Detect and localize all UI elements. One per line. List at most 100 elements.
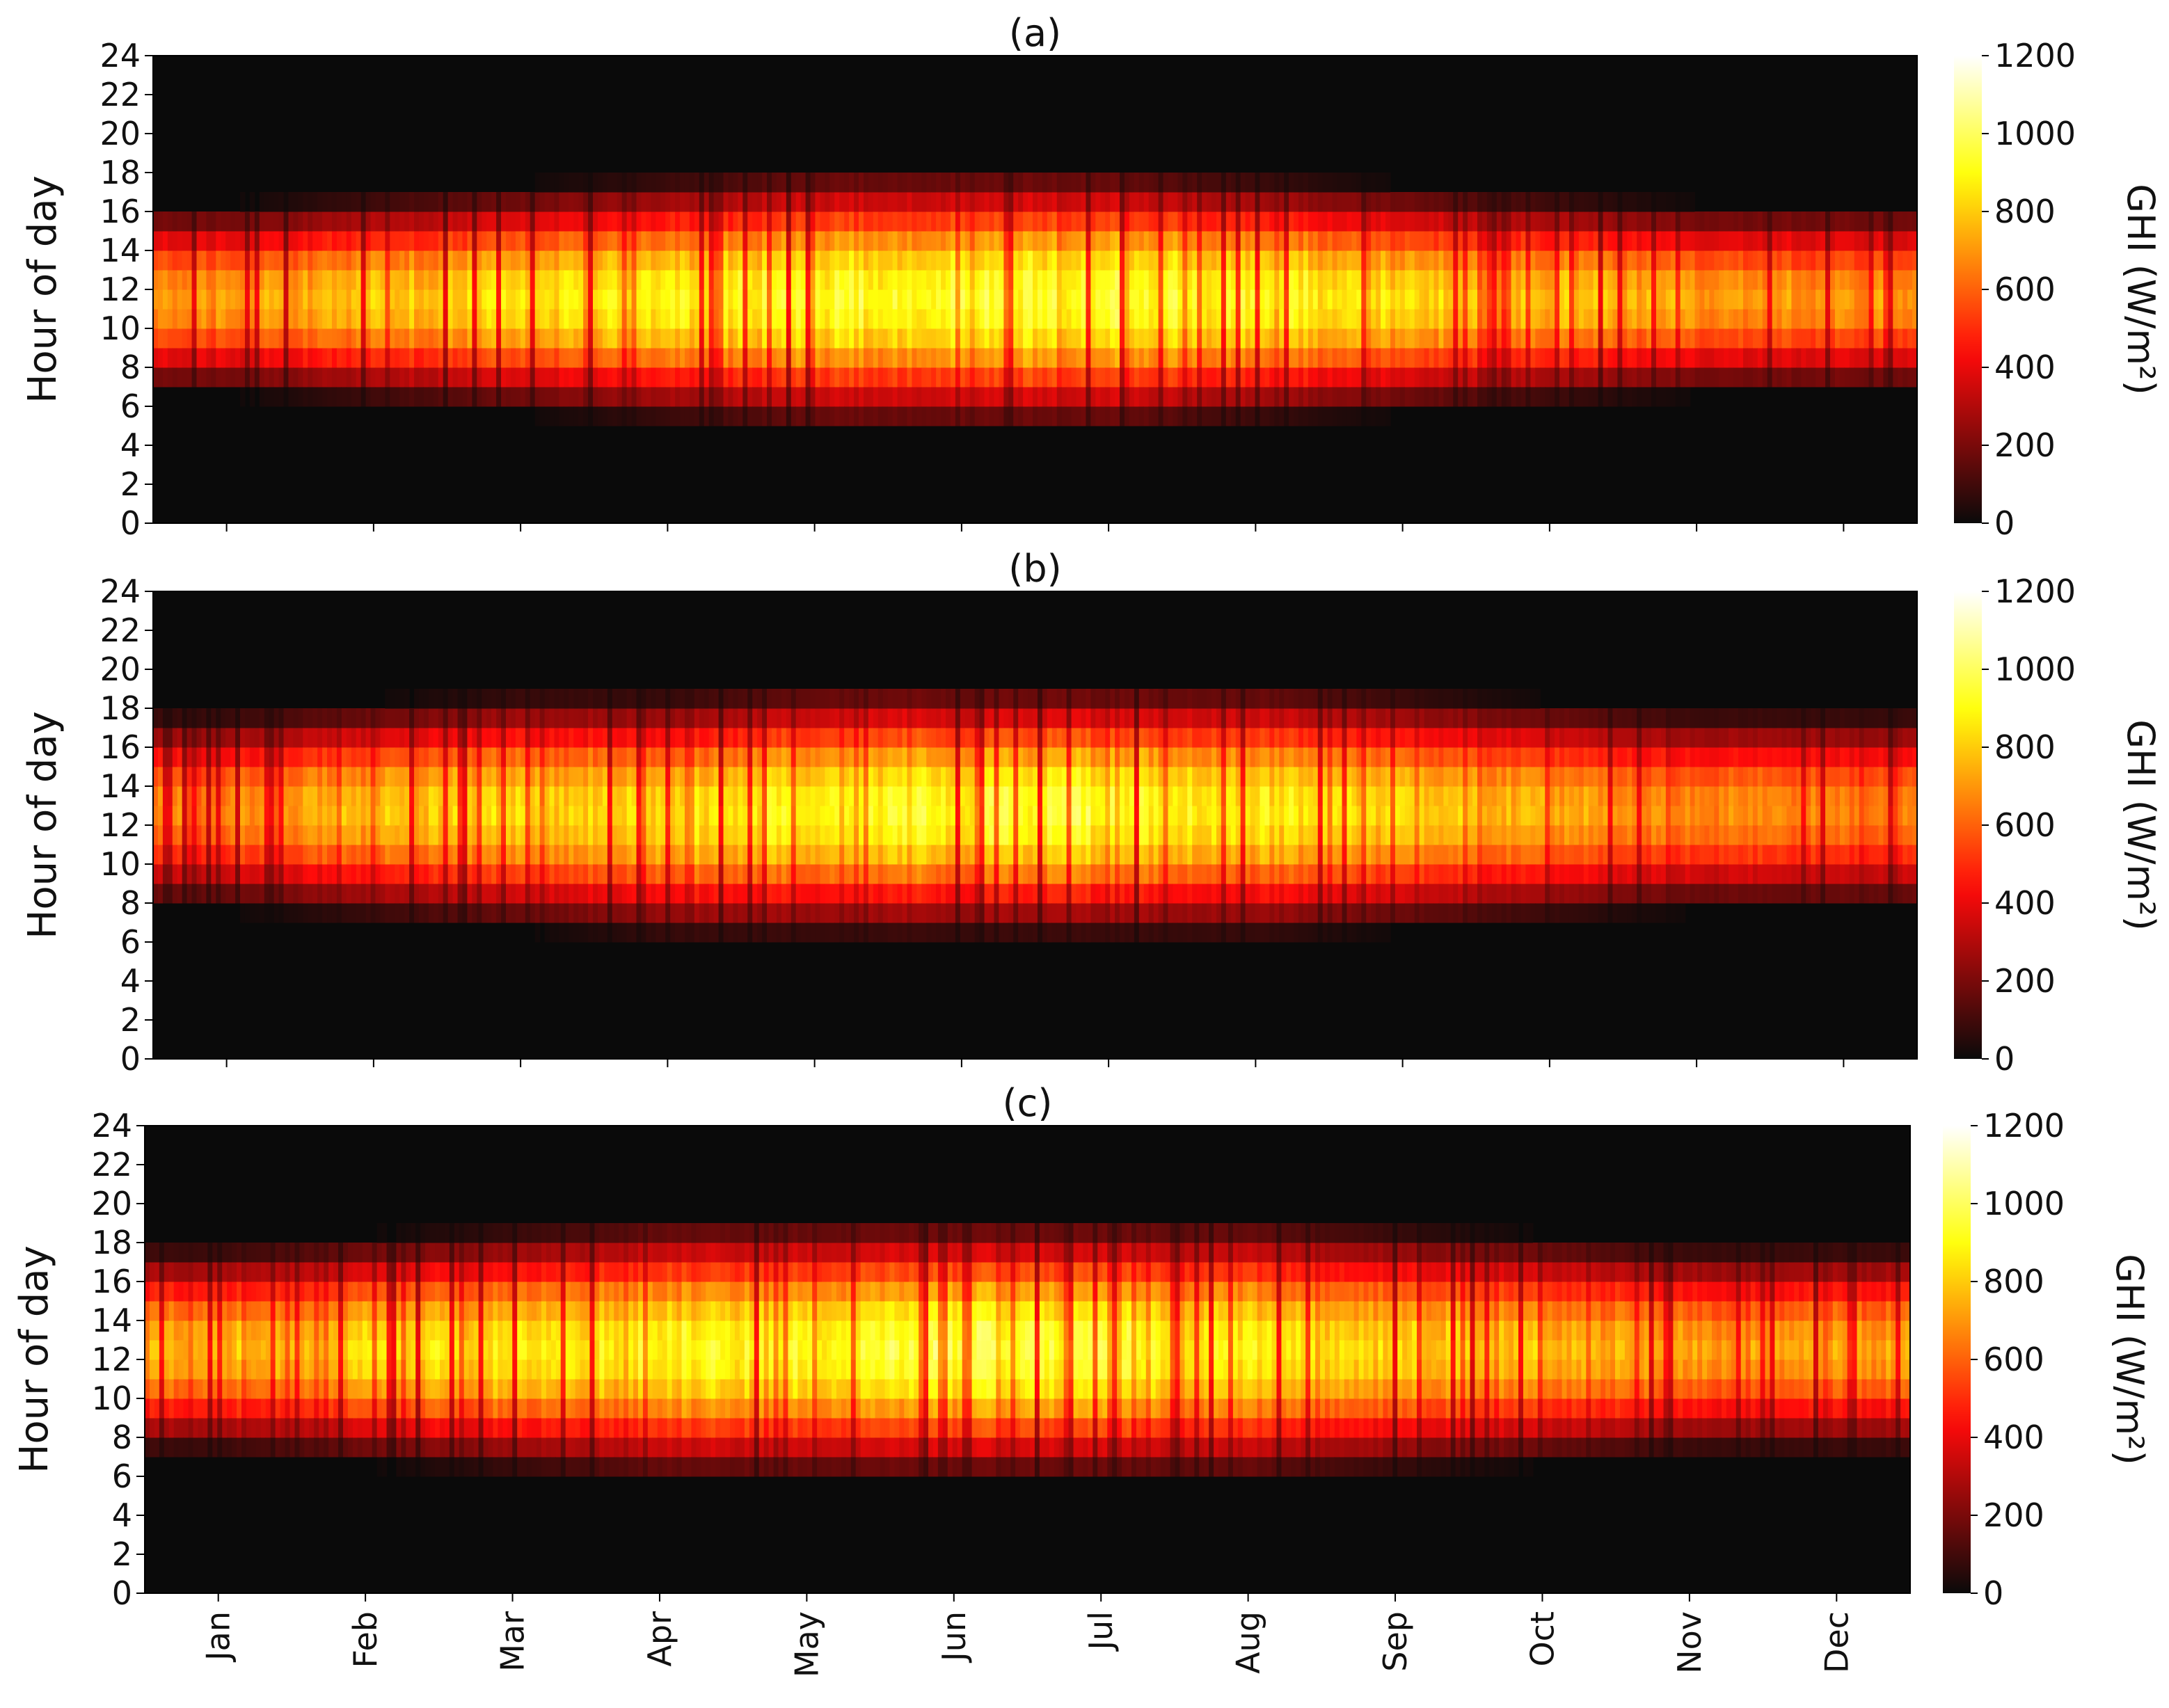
heatmap-cell: [1095, 406, 1101, 426]
heatmap-cell: [1216, 270, 1222, 290]
heatmap-cell: [810, 211, 816, 232]
heatmap-cell: [172, 211, 178, 232]
heatmap-cell: [1907, 250, 1913, 271]
heatmap-cell: [423, 367, 429, 388]
heatmap-cell: [767, 173, 772, 193]
heatmap-cell: [1105, 289, 1111, 310]
heatmap-cell: [854, 250, 859, 271]
heatmap-cell: [177, 367, 183, 388]
heatmap-cell: [1424, 328, 1430, 349]
heatmap-cell: [752, 270, 758, 290]
heatmap-cell: [559, 367, 564, 388]
heatmap-cell: [1477, 250, 1483, 271]
heatmap-cell: [380, 728, 386, 748]
heatmap-cell: [1207, 250, 1212, 271]
heatmap-cell: [718, 211, 724, 232]
heatmap-cell: [399, 845, 405, 865]
heatmap-cell: [1617, 387, 1623, 407]
heatmap-cell: [1849, 289, 1855, 310]
heatmap-cell: [1013, 406, 1019, 426]
heatmap-cell: [365, 387, 372, 407]
heatmap-cell: [767, 328, 772, 349]
heatmap-cell: [1008, 289, 1014, 310]
heatmap-cell: [1598, 367, 1604, 388]
heatmap-cell: [264, 747, 270, 767]
heatmap-cell: [1409, 270, 1415, 290]
heatmap-cell: [912, 387, 917, 407]
heatmap-cell: [960, 387, 966, 407]
heatmap-cell: [863, 250, 869, 271]
heatmap-cell: [776, 387, 782, 407]
heatmap-cell: [1028, 289, 1033, 310]
heatmap-cell: [162, 367, 168, 388]
heatmap-cell: [1260, 309, 1265, 329]
heatmap-cell: [395, 289, 400, 310]
heatmap-cell: [1468, 309, 1473, 329]
heatmap-cell: [167, 767, 173, 787]
heatmap-cell: [621, 173, 628, 193]
heatmap-cell: [849, 173, 855, 193]
heatmap-cell: [254, 211, 260, 232]
heatmap-cell: [225, 845, 231, 865]
heatmap-cell: [1346, 211, 1353, 232]
heatmap-cell: [1221, 328, 1227, 349]
heatmap-cell: [1110, 387, 1115, 407]
heatmap-cell: [651, 367, 656, 388]
heatmap-cell: [1704, 289, 1710, 310]
heatmap-cell: [1777, 270, 1783, 290]
heatmap-cell: [1264, 231, 1270, 251]
heatmap-cell: [1390, 309, 1396, 329]
heatmap-cell: [477, 250, 482, 271]
heatmap-cell: [1714, 348, 1719, 368]
heatmap-cell: [752, 250, 758, 271]
heatmap-cell: [249, 387, 255, 407]
heatmap-cell: [1825, 270, 1831, 290]
heatmap-cell: [1395, 270, 1401, 290]
heatmap-cell: [356, 708, 362, 728]
heatmap-cell: [312, 270, 318, 290]
heatmap-cell: [201, 825, 207, 845]
heatmap-cell: [399, 747, 405, 767]
heatmap-cell: [1424, 309, 1430, 329]
heatmap-cell: [569, 387, 574, 407]
heatmap-cell: [201, 289, 207, 310]
heatmap-cell: [776, 173, 782, 193]
heatmap-cell: [1284, 173, 1289, 193]
heatmap-cell: [1496, 328, 1502, 349]
heatmap-cell: [153, 328, 159, 349]
heatmap-cell: [322, 864, 328, 884]
heatmap-cell: [1095, 173, 1101, 193]
heatmap-cell: [225, 786, 231, 806]
heatmap-cell: [1468, 289, 1473, 310]
heatmap-cell: [800, 289, 807, 310]
heatmap-cell: [825, 270, 830, 290]
heatmap-cell: [273, 192, 280, 212]
heatmap-cell: [1207, 173, 1212, 193]
heatmap-cell: [206, 864, 212, 884]
heatmap-cell: [1573, 192, 1580, 212]
heatmap-cell: [704, 211, 710, 232]
heatmap-cell: [1501, 387, 1507, 407]
heatmap-cell: [1148, 231, 1154, 251]
heatmap-cell: [718, 270, 724, 290]
heatmap-cell: [1458, 192, 1463, 212]
heatmap-cell: [1690, 367, 1696, 388]
heatmap-cell: [399, 806, 405, 826]
heatmap-cell: [317, 211, 323, 232]
heatmap-cell: [989, 173, 995, 193]
heatmap-cell: [573, 250, 579, 271]
heatmap-cell: [264, 728, 270, 748]
heatmap-cell: [1051, 173, 1058, 193]
heatmap-cell: [1651, 348, 1657, 368]
heatmap-cell: [356, 348, 362, 368]
heatmap-cell: [230, 289, 236, 310]
heatmap-cell: [762, 289, 768, 310]
heatmap-cell: [312, 845, 318, 865]
heatmap-cell: [438, 786, 444, 806]
heatmap-cell: [578, 192, 584, 212]
heatmap-cell: [254, 845, 260, 865]
heatmap-cell: [1453, 348, 1459, 368]
heatmap-cell: [564, 387, 569, 407]
heatmap-cell: [1056, 387, 1063, 407]
heatmap-cell: [868, 192, 874, 212]
